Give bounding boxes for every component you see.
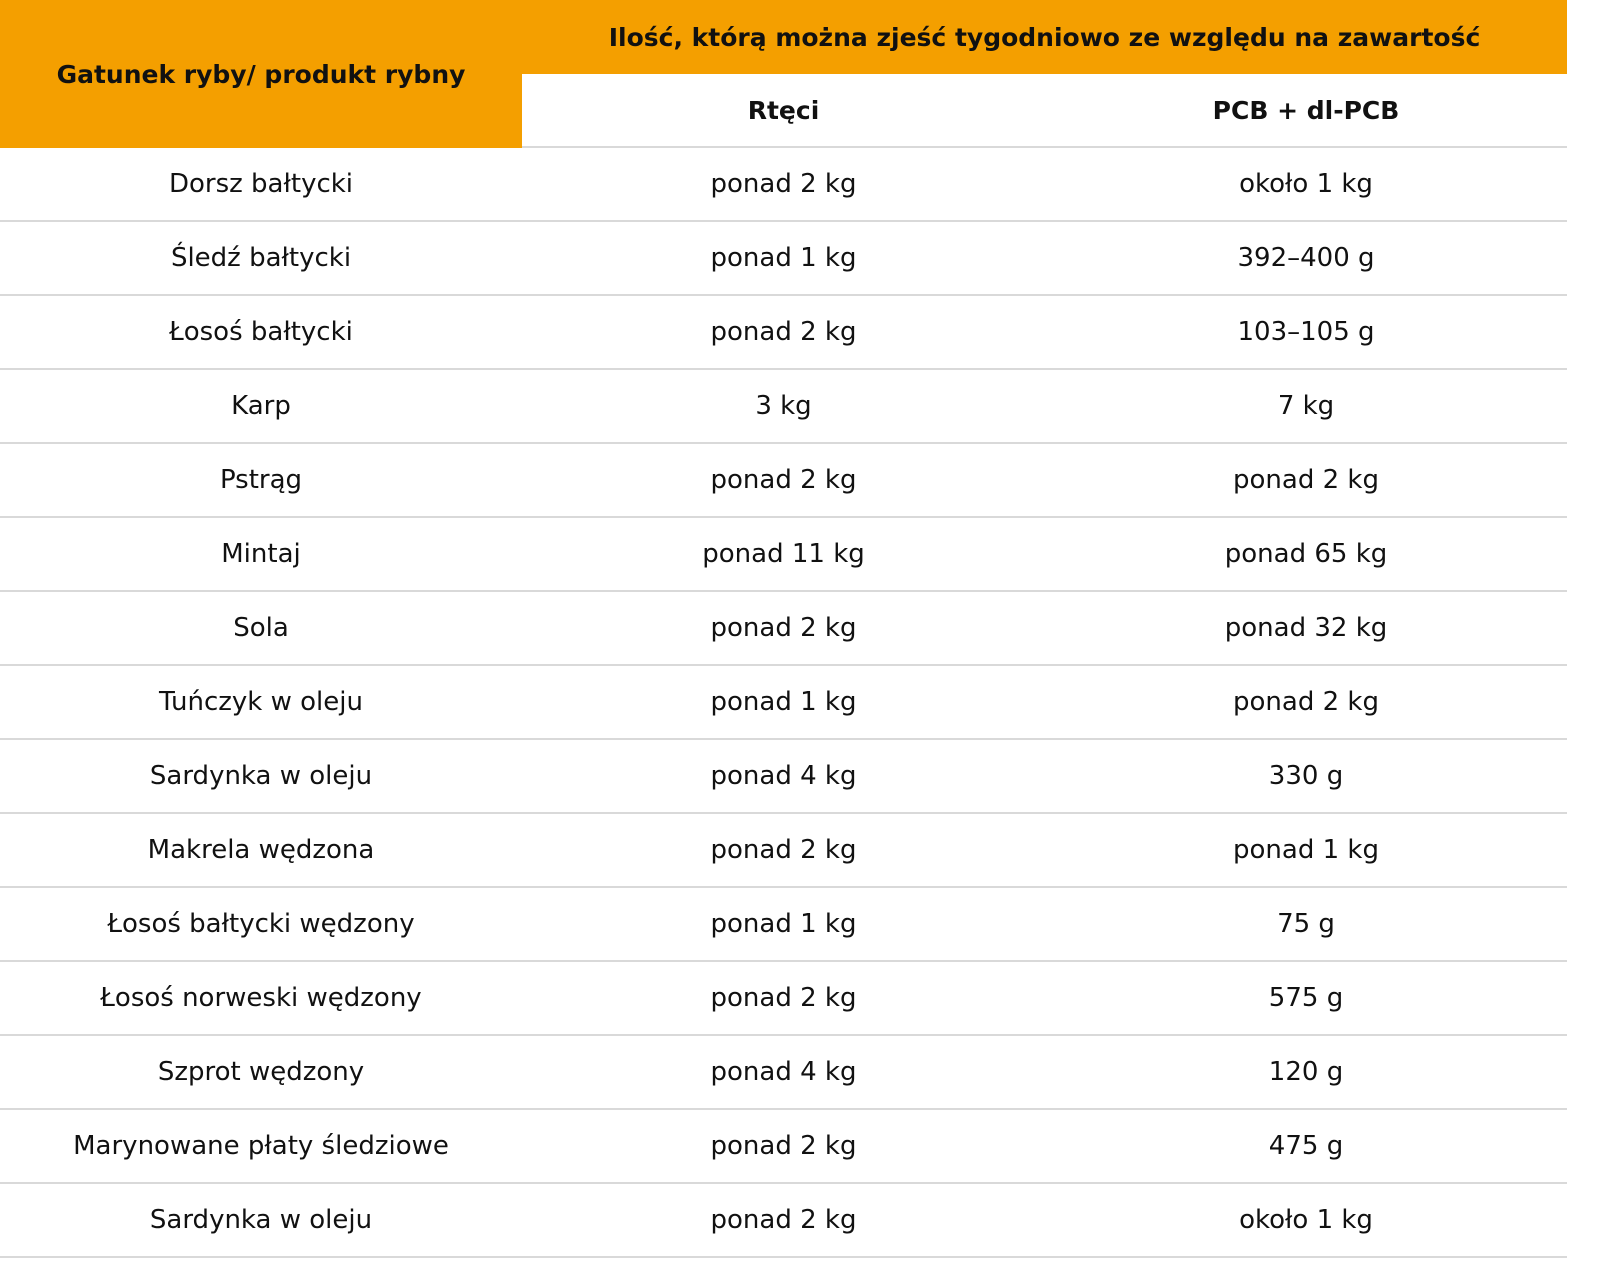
table-cell: 120 g — [1045, 1036, 1567, 1110]
column-header: PCB + dl-PCB — [1045, 74, 1567, 148]
header-group: Ilość, którą można zjeść tygodniowo ze w… — [522, 0, 1567, 74]
table-cell: ponad 1 kg — [522, 222, 1045, 296]
table-cell: Śledź bałtycki — [0, 222, 522, 296]
column-header: Rtęci — [522, 74, 1045, 148]
table-cell: ponad 11 kg — [522, 518, 1045, 592]
table-cell: ponad 2 kg — [522, 148, 1045, 222]
table-cell: ponad 2 kg — [522, 592, 1045, 666]
table-cell: Tuńczyk w oleju — [0, 666, 522, 740]
table-cell: Pstrąg — [0, 444, 522, 518]
table-cell: Makrela wędzona — [0, 814, 522, 888]
table-cell: Sardynka w oleju — [0, 1184, 522, 1258]
header-title: Gatunek ryby/ produkt rybny — [0, 0, 522, 148]
table-cell: Sardynka w oleju — [0, 740, 522, 814]
table-cell: ponad 1 kg — [1045, 814, 1567, 888]
table-cell: Sola — [0, 592, 522, 666]
table-cell: Szprot wędzony — [0, 1036, 522, 1110]
table-cell: ponad 32 kg — [1045, 592, 1567, 666]
table-cell: ponad 2 kg — [522, 814, 1045, 888]
table-cell: około 1 kg — [1045, 148, 1567, 222]
table-cell: ponad 2 kg — [522, 1110, 1045, 1184]
table-cell: ponad 4 kg — [522, 1036, 1045, 1110]
table-cell: Dorsz bałtycki — [0, 148, 522, 222]
table-cell: ponad 1 kg — [522, 666, 1045, 740]
table-cell: Łosoś norweski wędzony — [0, 962, 522, 1036]
table-cell: ponad 2 kg — [522, 296, 1045, 370]
table-cell: ponad 2 kg — [1045, 666, 1567, 740]
table-cell: 392–400 g — [1045, 222, 1567, 296]
table-cell: Mintaj — [0, 518, 522, 592]
table-cell: ponad 2 kg — [522, 1184, 1045, 1258]
table-cell: Karp — [0, 370, 522, 444]
table-cell: ponad 2 kg — [1045, 444, 1567, 518]
table-cell: Łosoś bałtycki — [0, 296, 522, 370]
table-cell: 7 kg — [1045, 370, 1567, 444]
table-cell: 103–105 g — [1045, 296, 1567, 370]
table-cell: 575 g — [1045, 962, 1567, 1036]
table-cell: ponad 2 kg — [522, 444, 1045, 518]
table-cell: ponad 4 kg — [522, 740, 1045, 814]
table-cell: 330 g — [1045, 740, 1567, 814]
table-cell: 475 g — [1045, 1110, 1567, 1184]
table-cell: Marynowane płaty śledziowe — [0, 1110, 522, 1184]
table-cell: ponad 1 kg — [522, 888, 1045, 962]
table-cell: 75 g — [1045, 888, 1567, 962]
table-cell: ponad 65 kg — [1045, 518, 1567, 592]
table-cell: 3 kg — [522, 370, 1045, 444]
table-cell: około 1 kg — [1045, 1184, 1567, 1258]
table-cell: ponad 2 kg — [522, 962, 1045, 1036]
table-cell: Łosoś bałtycki wędzony — [0, 888, 522, 962]
